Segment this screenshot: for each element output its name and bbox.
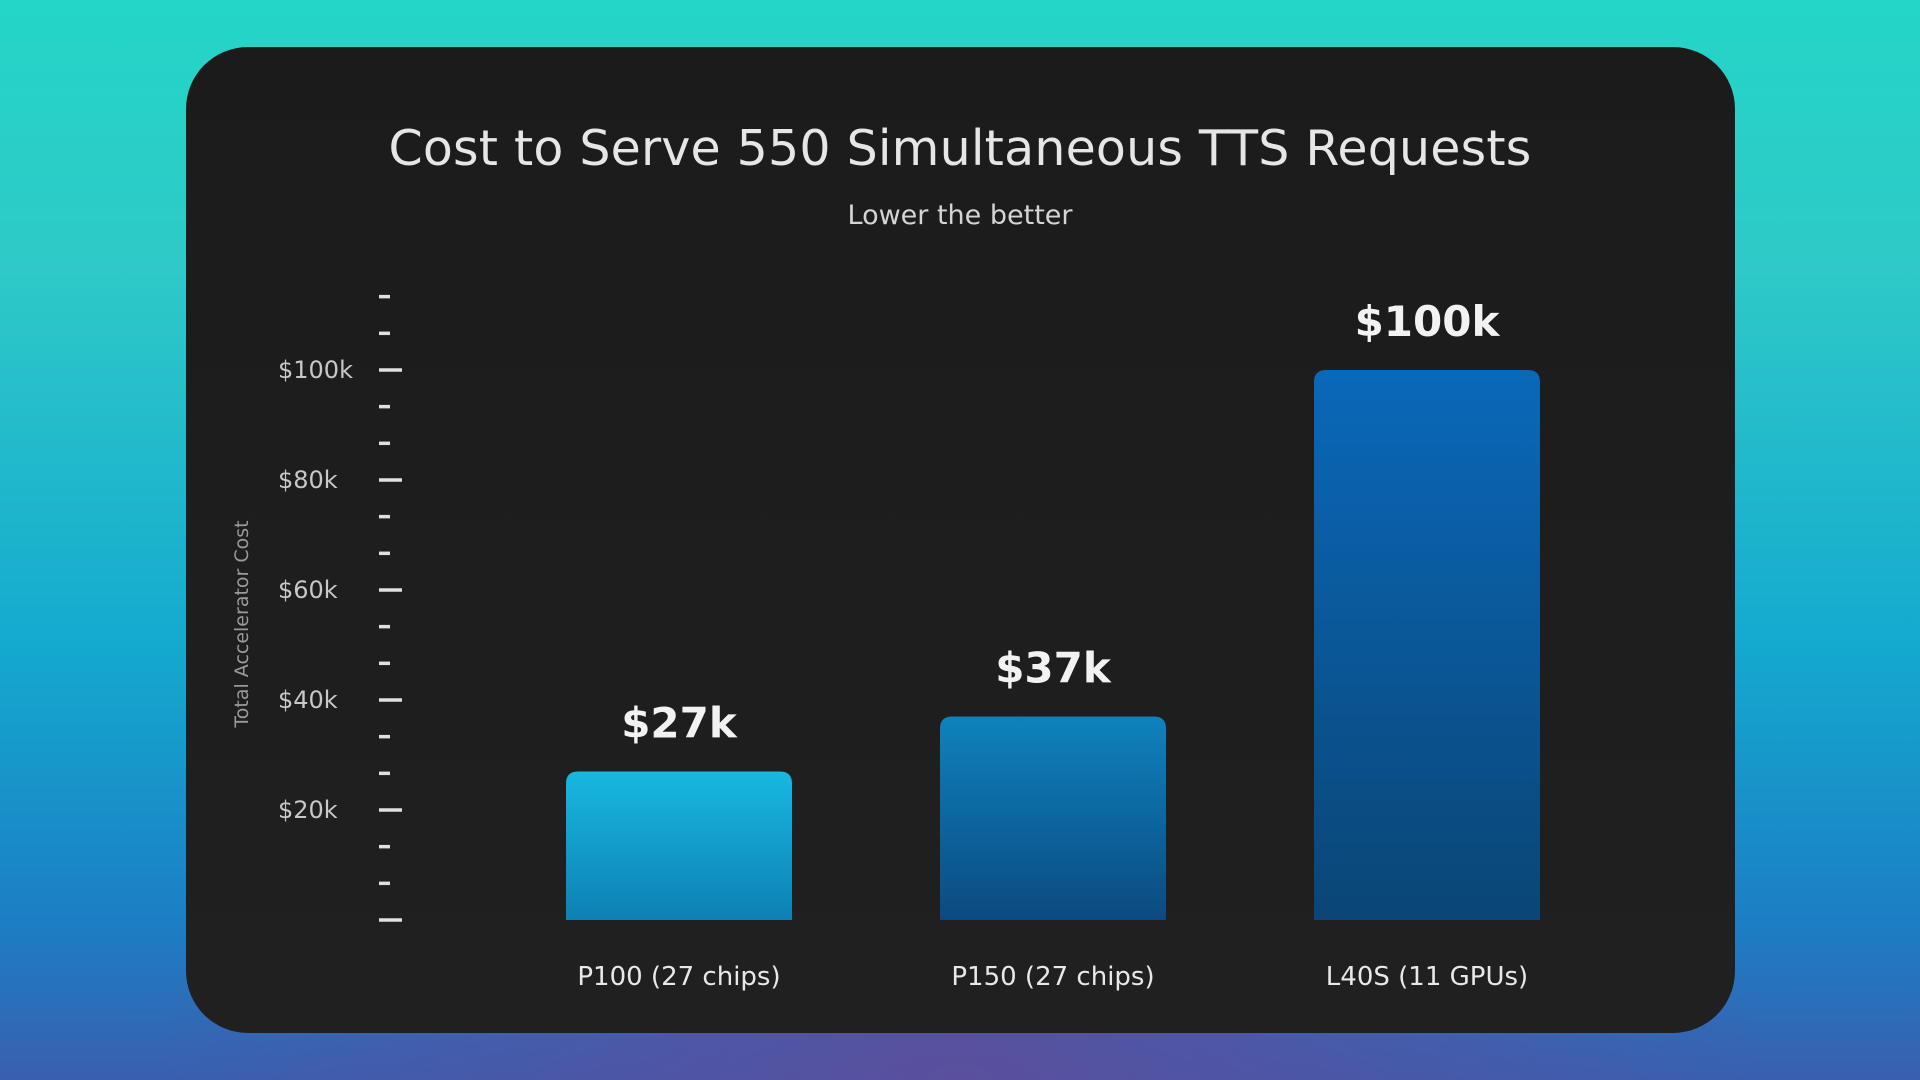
x-category-label: P100 (27 chips) [577, 962, 780, 992]
y-axis-label: Total Accelerator Cost [231, 520, 253, 728]
y-tick-label: $80k [278, 466, 338, 494]
y-tick-label: $60k [278, 576, 338, 604]
x-category-label: L40S (11 GPUs) [1326, 962, 1528, 992]
y-axis-ticks: $20k $40k $60k $80k $100k [278, 294, 402, 922]
bars [566, 370, 1540, 920]
bar-p100 [566, 771, 792, 920]
bar-l40s [1314, 370, 1540, 920]
y-tick-label: $100k [278, 356, 353, 384]
y-tick-label: $20k [278, 796, 338, 824]
bar-value-label: $27k [621, 699, 738, 748]
x-category-label: P150 (27 chips) [951, 962, 1154, 992]
bar-p150 [940, 716, 1166, 920]
y-tick-label: $40k [278, 686, 338, 714]
labels: $27k P100 (27 chips) $37k P150 (27 chips) $1… [577, 297, 1528, 992]
chart-title: Cost to Serve 550 Simultaneous TTS Reque… [388, 120, 1532, 177]
chart-subtitle: Lower the better [847, 200, 1073, 231]
bar-value-label: $100k [1355, 297, 1501, 346]
bar-value-label: $37k [995, 644, 1112, 693]
